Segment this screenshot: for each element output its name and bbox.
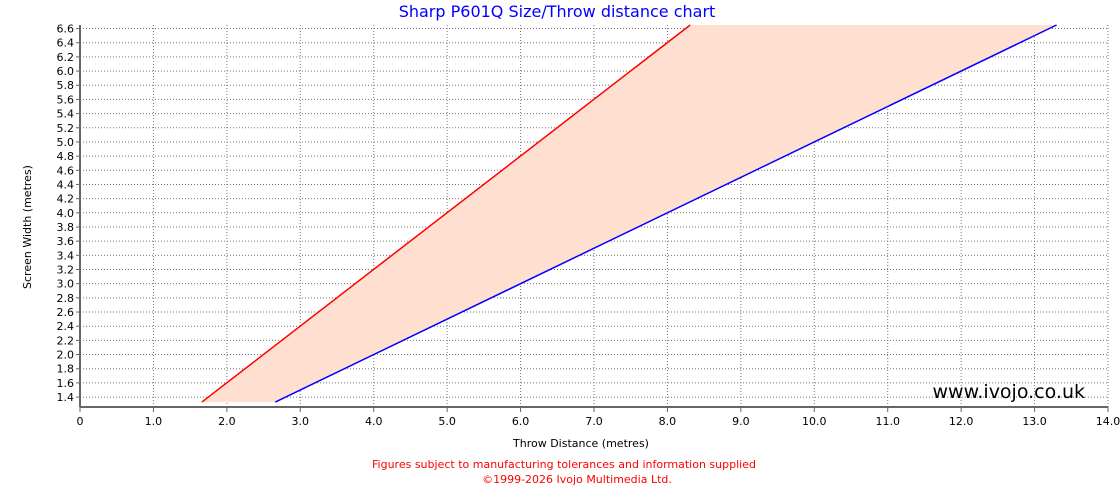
- x-tick-label: 14.0: [1096, 415, 1120, 428]
- x-tick-label: 12.0: [949, 415, 974, 428]
- x-tick-label: 6.0: [512, 415, 530, 428]
- footer-disclaimer: Figures subject to manufacturing toleran…: [372, 458, 756, 471]
- y-tick-label: 5.2: [57, 122, 75, 135]
- y-tick-label: 2.6: [57, 306, 75, 319]
- x-tick-label: 4.0: [365, 415, 383, 428]
- y-tick-label: 6.6: [57, 23, 75, 36]
- y-tick-label: 5.8: [57, 79, 75, 92]
- max-throw-line: [274, 24, 1057, 403]
- y-tick-label: 1.6: [57, 377, 75, 390]
- y-tick-label: 4.8: [57, 150, 75, 163]
- y-tick-label: 3.6: [57, 235, 75, 248]
- y-tick-label: 6.4: [57, 37, 75, 50]
- x-tick-label: 11.0: [875, 415, 900, 428]
- y-tick-label: 5.6: [57, 93, 75, 106]
- y-tick-label: 5.4: [57, 108, 75, 121]
- x-tick-label: 8.0: [659, 415, 677, 428]
- x-tick-label: 9.0: [732, 415, 750, 428]
- y-tick-label: 4.4: [57, 178, 75, 191]
- x-tick-label: 3.0: [292, 415, 310, 428]
- y-tick-label: 5.0: [57, 136, 75, 149]
- x-tick-label: 5.0: [438, 415, 456, 428]
- y-axis-label: Screen Width (metres): [21, 165, 34, 289]
- x-tick-label: 10.0: [802, 415, 827, 428]
- y-tick-label: 3.8: [57, 221, 75, 234]
- min-throw-line: [201, 24, 691, 403]
- y-tick-label: 3.2: [57, 264, 75, 277]
- x-tick-label: 0: [77, 415, 84, 428]
- x-tick-label: 7.0: [585, 415, 603, 428]
- y-tick-label: 3.4: [57, 249, 75, 262]
- x-tick-label: 1.0: [145, 415, 163, 428]
- y-tick-label: 6.0: [57, 65, 75, 78]
- y-tick-label: 2.4: [57, 320, 75, 333]
- y-tick-label: 4.2: [57, 193, 75, 206]
- chart-title: Sharp P601Q Size/Throw distance chart: [399, 2, 716, 21]
- x-tick-label: 2.0: [218, 415, 236, 428]
- y-tick-label: 2.0: [57, 349, 75, 362]
- y-tick-label: 4.0: [57, 207, 75, 220]
- watermark: www.ivojo.co.uk: [933, 381, 1086, 403]
- y-tick-label: 2.8: [57, 292, 75, 305]
- y-tick-label: 2.2: [57, 334, 75, 347]
- x-axis-label: Throw Distance (metres): [512, 437, 649, 450]
- y-tick-label: 1.8: [57, 363, 75, 376]
- x-tick-label: 13.0: [1022, 415, 1047, 428]
- y-tick-label: 4.6: [57, 164, 75, 177]
- throw-range-fill: [201, 25, 1057, 403]
- y-tick-label: 3.0: [57, 278, 75, 291]
- y-tick-label: 1.4: [57, 391, 75, 404]
- y-tick-label: 6.2: [57, 51, 75, 64]
- footer-copyright: ©1999-2026 Ivojo Multimedia Ltd.: [482, 473, 672, 486]
